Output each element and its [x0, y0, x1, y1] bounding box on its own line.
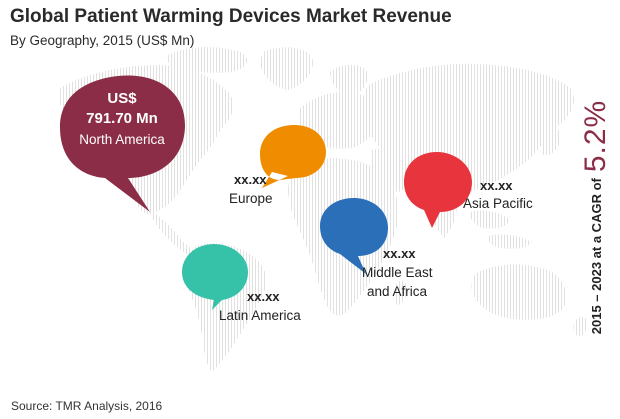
middle-east-africa-bubble: [320, 198, 388, 274]
cagr-vertical-label: 2015 – 2023 at a CAGR of 5.2%: [578, 72, 614, 362]
north-america-currency: US$: [107, 90, 137, 107]
source-note: Source: TMR Analysis, 2016: [11, 399, 163, 413]
chart-subtitle: By Geography, 2015 (US$ Mn): [10, 33, 195, 48]
middle-east-africa-value: xx.xx: [383, 246, 416, 261]
latin-america-value: xx.xx: [247, 289, 280, 304]
cagr-prefix: 2015 – 2023 at a CAGR of: [588, 178, 604, 335]
asia-pacific-bubble: [404, 152, 472, 228]
north-america-bubble: [60, 75, 185, 212]
asia-pacific-value: xx.xx: [480, 178, 513, 193]
cagr-value: 5.2%: [579, 99, 612, 173]
north-america-name: North America: [79, 132, 165, 147]
middle-east-africa-name-line2: and Africa: [367, 284, 428, 299]
middle-east-africa-name-line1: Middle East: [362, 265, 433, 280]
europe-bubble: [260, 124, 326, 188]
latin-america-name: Latin America: [219, 308, 301, 323]
north-america-label-group: US$ 791.70 Mn North America: [62, 90, 182, 149]
north-america-value: 791.70 Mn: [86, 110, 158, 127]
asia-pacific-name: Asia Pacific: [463, 196, 533, 211]
europe-name: Europe: [229, 191, 273, 206]
europe-value: xx.xx: [234, 172, 267, 187]
latin-america-bubble: [182, 244, 248, 310]
chart-title: Global Patient Warming Devices Market Re…: [10, 6, 452, 27]
